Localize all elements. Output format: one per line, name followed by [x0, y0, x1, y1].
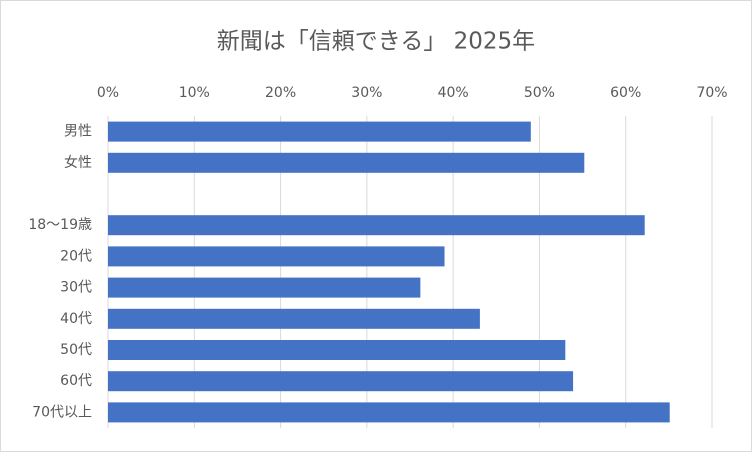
x-tick-label: 60% — [610, 85, 641, 101]
y-tick-label: 40代 — [60, 311, 92, 327]
bar — [108, 152, 585, 173]
bar — [108, 402, 670, 423]
y-tick-label: 20代 — [60, 248, 92, 264]
y-tick-label: 50代 — [60, 342, 92, 358]
x-tick-label: 70% — [696, 85, 727, 101]
x-tick-label: 40% — [438, 85, 469, 101]
x-tick-label: 30% — [351, 85, 382, 101]
chart-title: 新聞は「信頼できる」 2025年 — [217, 29, 535, 55]
bar — [108, 371, 574, 392]
y-tick-label: 70代以上 — [32, 404, 92, 420]
bar — [108, 308, 480, 329]
y-tick-label: 60代 — [60, 373, 92, 389]
y-tick-label: 30代 — [60, 280, 92, 296]
x-tick-label: 50% — [524, 85, 555, 101]
x-tick-label: 10% — [179, 85, 210, 101]
x-tick-label: 20% — [265, 85, 296, 101]
bar — [108, 277, 421, 298]
bar — [108, 215, 645, 236]
x-tick-label: 0% — [97, 85, 119, 101]
bar — [108, 246, 445, 267]
y-tick-label: 18〜19歳 — [28, 217, 92, 233]
bar — [108, 121, 531, 142]
y-tick-label: 女性 — [64, 154, 92, 171]
y-tick-label: 男性 — [64, 124, 92, 140]
bar — [108, 340, 566, 360]
